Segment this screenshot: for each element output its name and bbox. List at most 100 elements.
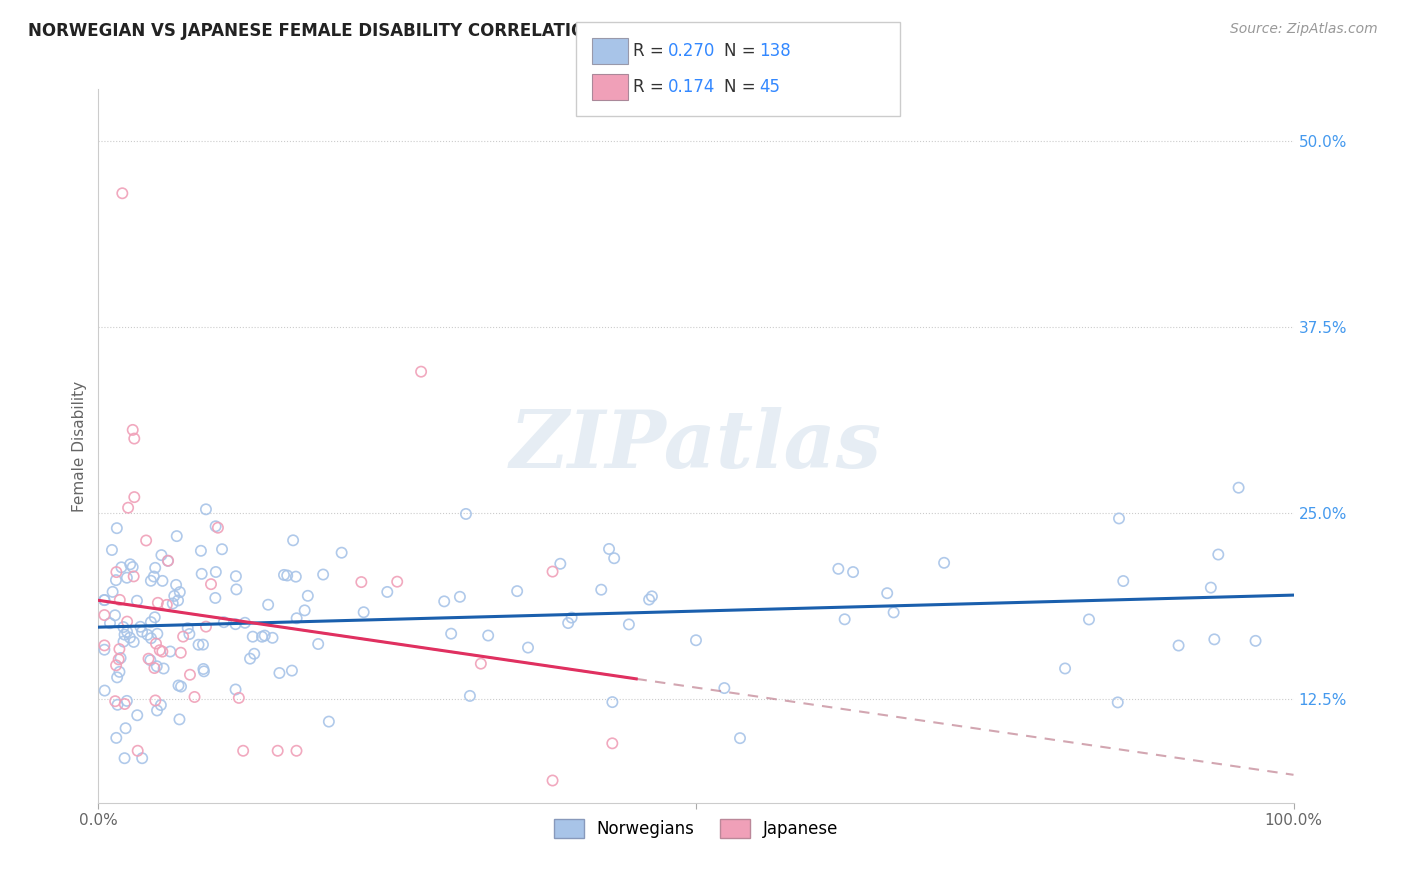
Point	[139, 653, 162, 667]
Point	[1078, 612, 1101, 626]
Point	[110, 560, 132, 574]
Point	[603, 551, 626, 566]
Point	[159, 644, 181, 658]
Point	[506, 584, 529, 599]
Point	[257, 598, 280, 612]
Point	[728, 731, 751, 746]
Point	[932, 556, 955, 570]
Point	[152, 574, 174, 588]
Point	[115, 624, 138, 639]
Point	[112, 620, 135, 634]
Point	[232, 744, 254, 758]
Text: N =: N =	[724, 42, 761, 60]
Point	[143, 693, 166, 707]
Text: R =: R =	[633, 78, 669, 95]
Point	[233, 615, 256, 630]
Point	[136, 628, 159, 642]
Text: NORWEGIAN VS JAPANESE FEMALE DISABILITY CORRELATION CHART: NORWEGIAN VS JAPANESE FEMALE DISABILITY …	[28, 22, 668, 40]
Point	[118, 631, 141, 645]
Point	[250, 630, 273, 644]
Point	[122, 635, 145, 649]
Point	[105, 565, 128, 579]
Point	[157, 554, 180, 568]
Point	[146, 627, 169, 641]
Point	[125, 593, 148, 607]
Point	[170, 646, 193, 660]
Point	[284, 569, 307, 583]
Point	[146, 596, 169, 610]
Point	[93, 608, 115, 623]
Point	[307, 637, 329, 651]
Point	[297, 589, 319, 603]
Point	[193, 665, 215, 679]
Point	[262, 631, 284, 645]
Point	[876, 586, 898, 600]
Point	[107, 652, 129, 666]
Point	[281, 533, 304, 548]
Point	[517, 640, 540, 655]
Point	[541, 773, 564, 788]
Point	[169, 585, 191, 599]
Point	[179, 667, 201, 681]
Point	[458, 689, 481, 703]
Point	[149, 698, 172, 712]
Point	[108, 593, 131, 607]
Point	[104, 694, 127, 708]
Point	[312, 567, 335, 582]
Point	[139, 574, 162, 588]
Point	[411, 365, 433, 379]
Point	[138, 651, 160, 665]
Point	[550, 557, 572, 571]
Point	[617, 617, 640, 632]
Point	[152, 661, 174, 675]
Point	[541, 565, 564, 579]
Text: ZIPatlas: ZIPatlas	[510, 408, 882, 484]
Point	[598, 541, 620, 556]
Point	[145, 659, 167, 673]
Point	[330, 546, 353, 560]
Point	[124, 432, 146, 446]
Point	[115, 571, 138, 585]
Point	[193, 662, 215, 676]
Point	[179, 627, 201, 641]
Point	[121, 423, 143, 437]
Point	[93, 593, 115, 607]
Text: R =: R =	[633, 42, 669, 60]
Point	[110, 651, 132, 665]
Point	[169, 712, 191, 726]
Point	[1054, 661, 1077, 675]
Point	[194, 502, 217, 516]
Point	[170, 680, 193, 694]
Text: 0.270: 0.270	[668, 42, 716, 60]
Point	[375, 585, 398, 599]
Point	[1206, 548, 1229, 562]
Legend: Norwegians, Japanese: Norwegians, Japanese	[547, 812, 845, 845]
Point	[1227, 481, 1250, 495]
Point	[115, 694, 138, 708]
Point	[143, 561, 166, 575]
Point	[135, 533, 157, 548]
Point	[1112, 574, 1135, 588]
Point	[150, 548, 173, 562]
Point	[454, 507, 477, 521]
Point	[207, 521, 229, 535]
Point	[115, 615, 138, 629]
Point	[1204, 632, 1226, 647]
Point	[638, 592, 661, 607]
Point	[156, 598, 179, 612]
Point	[122, 569, 145, 583]
Point	[143, 610, 166, 624]
Point	[101, 585, 124, 599]
Point	[191, 638, 214, 652]
Point	[253, 629, 276, 643]
Point	[591, 582, 613, 597]
Text: 0.174: 0.174	[668, 78, 716, 95]
Y-axis label: Female Disability: Female Disability	[72, 380, 87, 512]
Point	[285, 611, 308, 625]
Point	[883, 606, 905, 620]
Text: 45: 45	[759, 78, 780, 95]
Point	[239, 651, 262, 665]
Point	[145, 636, 167, 650]
Point	[120, 558, 142, 572]
Point	[150, 645, 173, 659]
